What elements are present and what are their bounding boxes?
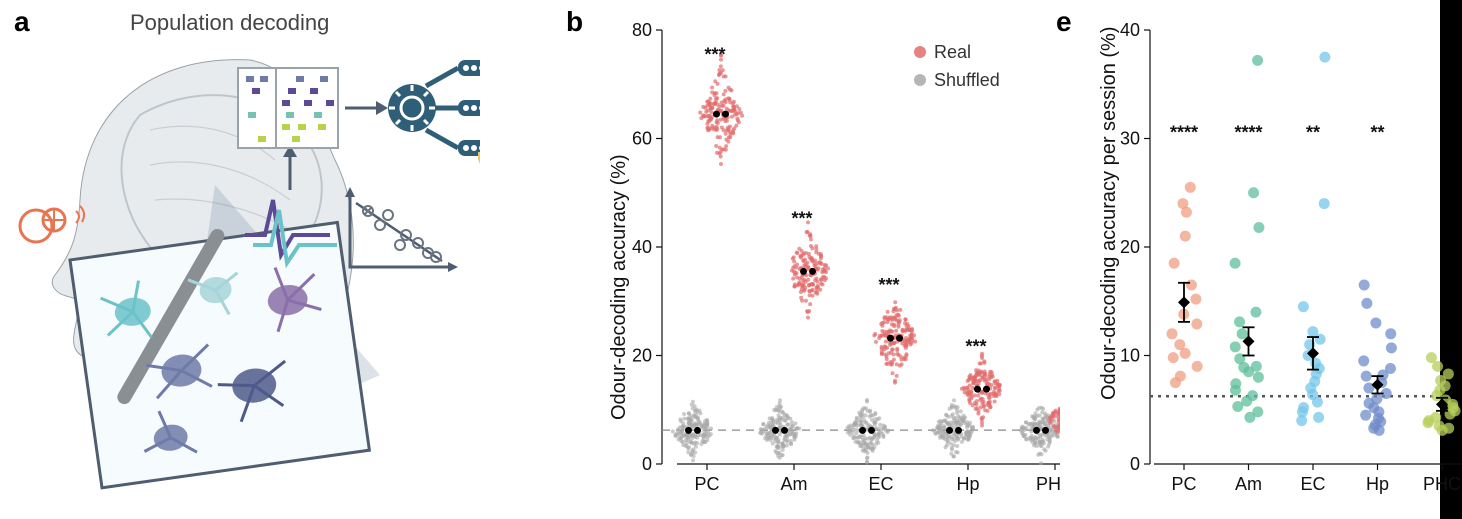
arrow-to-processor xyxy=(345,101,388,115)
panel-b-label: b xyxy=(566,6,583,38)
panel-e-chart: 010203040PCAmECHpPHC************ xyxy=(1108,12,1462,512)
svg-text:**: ** xyxy=(1306,123,1320,143)
svg-text:PC: PC xyxy=(694,474,719,494)
svg-text:0: 0 xyxy=(1130,454,1140,474)
processor-icon xyxy=(388,60,480,156)
svg-text:Am: Am xyxy=(781,474,808,494)
svg-text:0: 0 xyxy=(642,454,652,474)
svg-text:EC: EC xyxy=(1300,474,1325,494)
svg-text:60: 60 xyxy=(632,129,652,149)
panel-b-chart: 0 20 40 60 80 PC Am EC Hp PHC *** *** *** *** Real Shuf… xyxy=(620,12,1060,512)
svg-text:**: ** xyxy=(1370,123,1384,143)
svg-text:EC: EC xyxy=(868,474,893,494)
svg-text:Real: Real xyxy=(934,42,971,62)
svg-text:***: *** xyxy=(791,208,812,228)
svg-text:Am: Am xyxy=(1235,474,1262,494)
mini-scatter-plot xyxy=(345,187,458,272)
svg-text:30: 30 xyxy=(1120,129,1140,149)
svg-text:40: 40 xyxy=(632,237,652,257)
raster-plot xyxy=(238,68,338,148)
svg-text:PHC: PHC xyxy=(1423,474,1461,494)
svg-text:10: 10 xyxy=(1120,346,1140,366)
panel-a-illustration xyxy=(0,0,480,519)
svg-text:Shuffled: Shuffled xyxy=(934,70,1000,90)
svg-text:PC: PC xyxy=(1171,474,1196,494)
svg-text:Hp: Hp xyxy=(956,474,979,494)
svg-text:****: **** xyxy=(1234,123,1262,143)
svg-text:80: 80 xyxy=(632,20,652,40)
panel-e-label: e xyxy=(1056,6,1072,38)
svg-text:****: **** xyxy=(1170,123,1198,143)
svg-text:***: *** xyxy=(878,275,899,295)
svg-text:20: 20 xyxy=(1120,237,1140,257)
output-banana-icon xyxy=(478,152,480,187)
svg-text:***: *** xyxy=(704,45,725,65)
svg-text:Hp: Hp xyxy=(1366,474,1389,494)
svg-text:***: *** xyxy=(965,336,986,356)
svg-text:20: 20 xyxy=(632,346,652,366)
svg-text:PHC: PHC xyxy=(1036,474,1060,494)
svg-text:40: 40 xyxy=(1120,20,1140,40)
